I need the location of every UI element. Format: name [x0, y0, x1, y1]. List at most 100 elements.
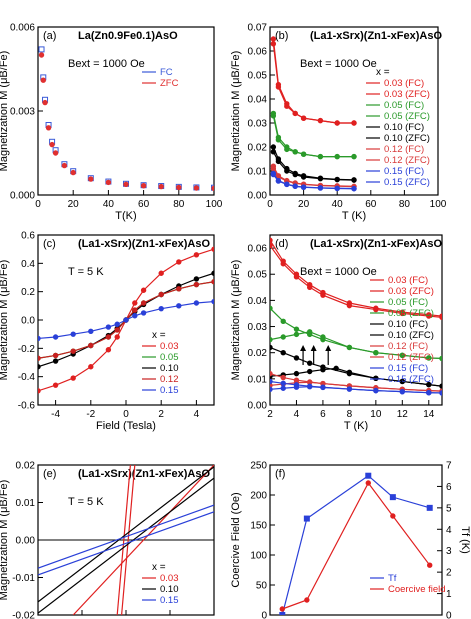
x-tick-label: 40 — [332, 199, 344, 210]
data-point — [320, 292, 326, 298]
y-tick-label: 0.006 — [10, 23, 35, 34]
y-tick-label: 0.06 — [248, 244, 268, 255]
series-line — [272, 43, 354, 124]
y-tick-label: 250 — [250, 461, 267, 472]
plot-frame — [269, 26, 439, 196]
y-tick-label: 0.01 — [248, 374, 268, 385]
data-point — [275, 137, 282, 143]
y-tick-label: -0.6 — [18, 401, 36, 412]
data-point — [61, 162, 68, 169]
data-point — [399, 388, 406, 395]
data-point — [293, 331, 300, 338]
data-point — [105, 334, 112, 340]
panel-title: La(Zn0.9Fe0.1)AsO — [78, 30, 178, 42]
data-point — [293, 274, 300, 280]
series-line — [272, 146, 355, 181]
data-point — [275, 158, 282, 165]
data-point — [389, 494, 396, 501]
data-point — [193, 276, 200, 282]
data-point — [280, 374, 286, 381]
data-point — [211, 298, 214, 305]
data-point — [270, 382, 273, 389]
data-point — [346, 386, 353, 392]
legend-label: FC — [160, 67, 173, 78]
y-axis-label: Coercive Field (Oe) — [230, 492, 242, 587]
plot-frame — [37, 26, 215, 196]
series-line — [38, 477, 214, 614]
legend-label: 0.15 (FC) — [384, 166, 424, 177]
y-tick-label: -0.01 — [12, 573, 35, 584]
data-point — [211, 270, 214, 276]
data-point — [399, 310, 406, 317]
legend-label: 0.12 (ZFC) — [388, 352, 434, 363]
data-point — [270, 113, 277, 119]
data-point — [426, 355, 432, 361]
y-tick-label-right: 2 — [446, 568, 452, 579]
data-point — [293, 326, 300, 332]
y-tick-label: 50 — [256, 581, 268, 592]
data-point — [317, 185, 324, 191]
y-tick-label-right: 7 — [446, 461, 452, 472]
x-axis-label: T (K) — [344, 420, 368, 432]
panel-title: (La1-xSrx)(Zn1-xFex)AsO — [310, 238, 442, 250]
data-point — [365, 480, 371, 486]
data-point — [132, 307, 138, 313]
x-tick-label: 20 — [298, 199, 310, 210]
data-point — [114, 334, 120, 340]
x-tick-label: 4 — [194, 409, 200, 420]
data-point — [52, 150, 59, 156]
y-axis-label-right: Tf (K) — [459, 526, 471, 554]
data-point — [351, 177, 357, 183]
legend-label: 0.15 — [160, 385, 179, 396]
data-point — [211, 279, 214, 285]
y-tick-label: 150 — [250, 521, 267, 532]
data-point — [52, 358, 59, 364]
legend-label: 0.12 (ZFC) — [384, 155, 430, 166]
x-tick-label: 6 — [320, 409, 326, 420]
x-tick-label: 0 — [35, 199, 41, 210]
data-point — [346, 302, 353, 309]
data-point — [176, 259, 182, 265]
y-tick-label: 0.04 — [248, 95, 268, 106]
y-tick-label: -0.02 — [12, 611, 35, 619]
legend-label: 0.03 (FC) — [384, 78, 424, 89]
data-point — [280, 380, 286, 386]
data-point — [320, 366, 326, 373]
y-tick-label: 0.0 — [21, 316, 35, 327]
data-point — [270, 344, 273, 351]
x-tick-label: 12 — [397, 409, 409, 420]
panel-d: 2 4 6 8 10 12 14 0.00 0.01 0.02 0.03 0.04 0.05 0.06 T … — [230, 234, 443, 432]
data-point — [132, 300, 138, 306]
y-tick-label: 0.00 — [16, 536, 36, 547]
data-point — [439, 390, 442, 396]
data-point — [292, 110, 298, 117]
data-point — [300, 115, 307, 121]
data-point — [270, 171, 277, 178]
data-point — [390, 513, 396, 519]
data-point — [52, 382, 59, 388]
data-point — [270, 144, 277, 150]
data-point — [132, 313, 138, 319]
legend-label: 0.03 (ZFC) — [388, 286, 434, 297]
data-point — [40, 77, 46, 83]
data-point — [270, 336, 273, 343]
legend-label: 0.10 (ZFC) — [384, 133, 430, 144]
y-tick-label: 0.01 — [248, 167, 268, 178]
panel-tag: (a) — [43, 30, 56, 42]
data-point — [270, 149, 277, 155]
legend-label: 0.03 (FC) — [388, 275, 428, 286]
data-point — [123, 317, 129, 323]
data-point — [293, 370, 300, 377]
y-tick-label: 0.00 — [248, 401, 268, 412]
data-point — [49, 141, 55, 148]
data-point — [158, 270, 164, 276]
legend-label: 0.05 (ZFC) — [384, 111, 430, 122]
data-point — [88, 328, 94, 335]
data-point — [373, 375, 379, 382]
y-axis-label: Magnetization M (μB/Fe) — [0, 51, 10, 172]
data-point — [123, 181, 129, 188]
legend-label: Tf — [388, 573, 397, 584]
data-point — [193, 252, 200, 258]
x-tick-label: 60 — [138, 199, 150, 210]
